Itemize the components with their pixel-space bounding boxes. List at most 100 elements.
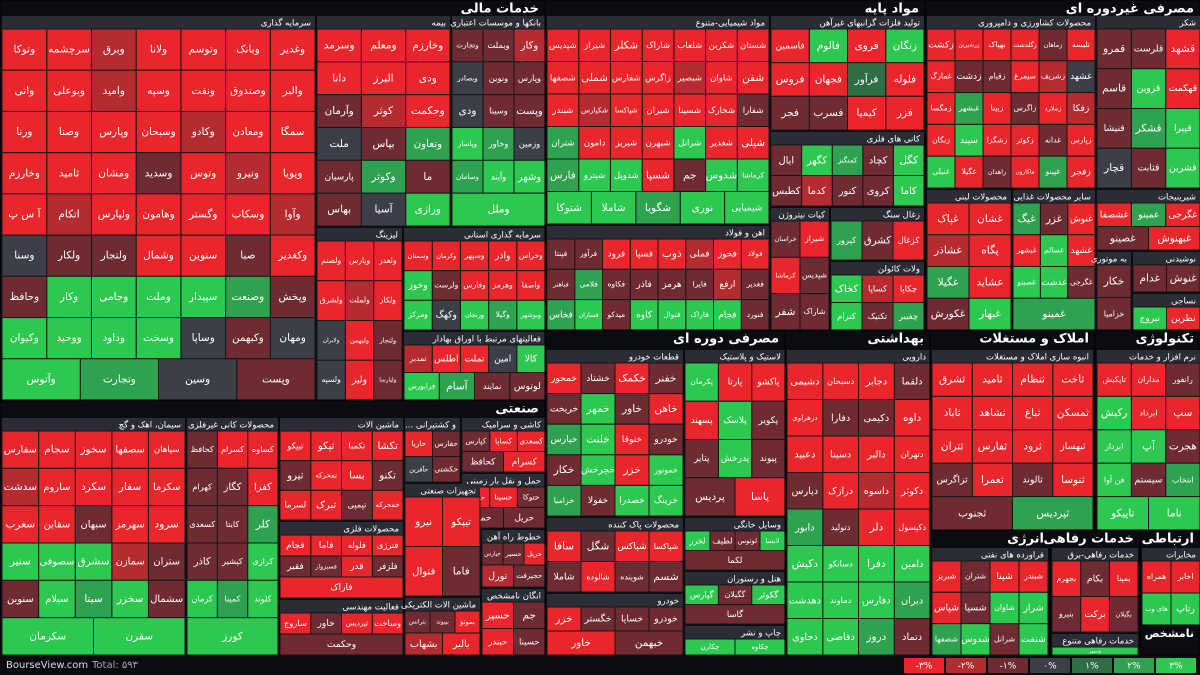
industry-label: نرم افزار و خدمات [1129,353,1196,363]
stock-tile [1130,108,1167,149]
stock-name: کالا [525,353,538,364]
stock-name: تکشا [377,441,397,452]
stock-name: فملی [690,250,710,260]
stock-name: کرماشا [775,272,796,280]
stock-tile [1165,462,1200,498]
sector: بهداشتی دارویی دلقما دجابر دسبحان دشیمی داوه دک… [784,329,931,656]
stock-name: ولغدر [378,256,397,265]
legend-label: ۱% [1085,662,1099,672]
sector: مصرفی دوره ای قطعات خودرو خفنر خکمک خشتاد خمح… [544,329,786,656]
stock-name: فکاوه [608,280,626,289]
stock-tile [926,60,956,94]
stock-name: عشاید [976,276,1003,288]
stock-tile [847,95,887,131]
stock-name: شاراک [646,41,670,51]
stock-name: غبهنوش [1157,233,1192,244]
stock-name: ورازی [415,204,441,216]
stock-name: حسینا [494,492,513,501]
stock-name: وآوا [285,208,301,221]
stock-tile [135,152,182,195]
stock-name: دتهران [901,449,924,459]
stock-name: قثابت [1138,163,1160,174]
stock-name: فاسمین [776,41,805,51]
stock-name: کپشیر [221,556,243,566]
stock-tile [316,127,362,161]
stock-tile [684,439,719,479]
stock-name: فنورد [747,310,764,319]
stock-tile [546,61,580,95]
stock-tile [1130,68,1167,109]
legend-swatch [988,658,1028,673]
stock-name: تاپکیش [1102,375,1126,384]
stock-name: شبصیر [676,73,702,83]
stock-tile [808,62,848,97]
stock-name: کپارس [465,436,486,445]
stock-name: کرماشا [742,170,764,179]
industry: محصولات کانی غیرفلزی کساوه کسرام کحافظ کفرا ک… [186,418,279,656]
stock-name: وسمنان [408,252,429,260]
industry: لیزینگ ولغدر وپارس ولصنم ولکار ولملت ولشرق ولتج… [316,228,403,401]
stock-name: ثنوسا [1061,474,1085,486]
stock-name: جم [523,609,536,621]
industry-label: هتل و رستوران [727,575,781,585]
stock-name: خلنت [586,434,609,446]
industry: نرم افزار و خدمات رانفور مداران تاپکیش سپ ابر… [1096,350,1200,531]
industry-label: سایر محصولات غذایی [1013,193,1091,203]
stock-name: خمحور [550,373,577,384]
stock-name: نوری [692,202,714,214]
stock-name: کپرور [836,235,856,245]
stock-name: دسینا [830,449,851,460]
stock-tile [279,633,404,656]
industry-header [547,594,683,607]
stock-tile [982,28,1012,62]
stock-tile [673,61,707,95]
stock-name: هجرت [1169,441,1197,453]
stock-tile [858,508,895,546]
industry: فعالیت مهندسی وساخت ثپردیس خاور ساروج وحکمت [279,600,404,656]
stock-name: فسازان [578,311,598,319]
stock-name: ارفع [719,280,735,290]
stock-tile [546,362,582,395]
industry-header [787,350,930,363]
stock-tile [1012,395,1054,431]
industry-header [404,332,545,345]
stock-tile [360,127,407,161]
stock-tile [602,238,631,270]
stock-name: برکت [1084,609,1105,620]
stock-name: شبندر [551,106,573,116]
stock-tile [892,220,925,261]
industry-label: ماشین الات [358,421,399,431]
stock-name: دهدشت [789,595,821,606]
stock-name: چکاپا [900,283,917,293]
stock-name: خاور [621,403,642,415]
stock-tile [1096,462,1132,498]
stock-tile [982,155,1012,189]
industry-header [831,208,924,221]
stock-name: بپاس [372,138,394,150]
stock-tile [1051,596,1082,633]
stock-tile [971,429,1013,464]
industry-header [685,350,785,363]
stock-name: فارس [550,169,576,181]
industry-label: کیات نیتروژن [778,211,825,221]
stock-name: شخارک [708,106,735,116]
industry: کاشی و سرامیک کسعدی کساپا کپارس کسرام کحافظ [461,418,546,473]
stock-name: کسعدی [189,519,215,529]
stock-name: پکرمان [690,377,713,386]
stock-name: وساپا [192,332,215,344]
industry: دارویی دلقما دجابر دسبحان دشیمی داوه دکیمی دفار… [786,350,931,656]
stock-name: خشتاد [586,373,610,384]
stock-name: فاراک [690,310,709,319]
stock-name: وصندوق [230,85,266,97]
stock-tile [403,240,433,272]
stock-name: وبوشهر [520,311,541,319]
stock-name: شیراز [583,41,605,51]
industry-label: تولید فلزات گرانبهای غیرآهن [819,17,920,29]
stock-tile [971,362,1013,397]
stock-tile [279,576,404,599]
stock-tile [786,618,824,656]
industry: لاستیک و پلاستیک پاکشو پارتا پکرمان پکویر پلا… [684,350,786,517]
stock-name: دجابر [865,376,887,387]
stock-name: زاگرس [645,72,671,83]
